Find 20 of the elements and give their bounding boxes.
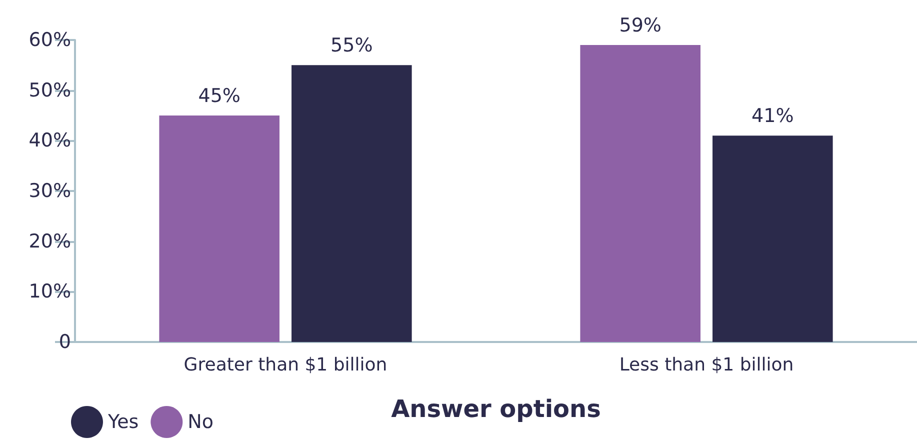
y-tick-label: 50% — [28, 79, 71, 102]
y-tick-label: 60% — [28, 29, 71, 51]
bar — [159, 116, 280, 342]
legend-label: Yes — [107, 411, 139, 433]
data-label: 45% — [198, 85, 240, 107]
y-tick-label: 0 — [58, 331, 71, 353]
data-label: 41% — [752, 105, 794, 128]
y-tick-label: 30% — [28, 180, 71, 202]
bar — [292, 65, 412, 342]
bar — [580, 45, 700, 342]
y-tick-label: 40% — [28, 130, 71, 152]
y-tick-label: 20% — [28, 230, 71, 252]
y-tick-label: 10% — [28, 280, 71, 303]
x-tick-label: Greater than $1 billion — [184, 354, 388, 376]
data-label: 55% — [330, 34, 373, 57]
x-tick-label: Less than $1 billion — [619, 354, 794, 376]
x-axis-title: Answer options — [391, 395, 601, 423]
bar — [712, 136, 833, 342]
data-label: 59% — [619, 14, 662, 37]
legend-label: No — [188, 411, 214, 433]
